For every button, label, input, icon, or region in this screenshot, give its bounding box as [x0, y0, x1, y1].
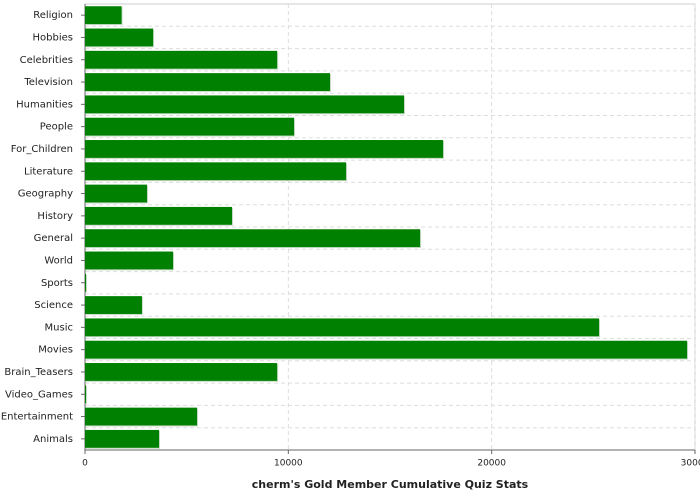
- bar: [85, 6, 122, 25]
- y-tick-label: History: [37, 211, 73, 222]
- y-tick-label: Brain_Teasers: [4, 367, 73, 378]
- bar: [85, 162, 347, 181]
- bar: [85, 296, 142, 314]
- y-tick-label: Entertainment: [1, 412, 73, 423]
- y-tick-label: People: [40, 122, 73, 133]
- y-tick-label: Religion: [33, 10, 73, 21]
- x-tick-label: 0: [82, 459, 88, 469]
- bar: [85, 117, 295, 136]
- y-tick-label: Celebrities: [20, 55, 73, 66]
- bar: [85, 95, 405, 114]
- chart-title: cherm's Gold Member Cumulative Quiz Stat…: [252, 478, 529, 491]
- bar-shadow: [86, 386, 88, 405]
- y-tick-label: Humanities: [16, 99, 73, 110]
- bar: [85, 318, 600, 337]
- y-tick-label: Video_Games: [5, 389, 73, 400]
- y-tick-label: Science: [34, 300, 73, 311]
- x-tick-label: 20000: [477, 459, 506, 469]
- y-tick-label: World: [44, 255, 73, 266]
- bar: [85, 229, 421, 248]
- x-tick-label: 30000: [681, 459, 700, 469]
- bar: [85, 28, 154, 47]
- y-tick-label: Music: [45, 322, 73, 333]
- bar: [85, 385, 87, 404]
- bar: [85, 273, 87, 292]
- y-tick-label: Television: [23, 77, 73, 88]
- bar: [85, 184, 148, 203]
- y-tick-label: Geography: [18, 189, 73, 200]
- bar: [85, 73, 331, 91]
- bar: [85, 50, 278, 69]
- bar-shadow: [86, 274, 88, 293]
- bar: [85, 429, 160, 448]
- bar: [85, 251, 174, 270]
- x-tick-label: 10000: [274, 459, 303, 469]
- y-tick-label: General: [34, 233, 73, 244]
- y-tick-label: Hobbies: [33, 32, 73, 43]
- bar: [85, 363, 278, 381]
- y-tick-label: Animals: [33, 434, 73, 445]
- y-tick-label: For_Children: [11, 144, 73, 155]
- bar: [85, 206, 233, 225]
- bar: [85, 340, 688, 359]
- y-tick-label: Literature: [24, 166, 73, 177]
- bar: [85, 407, 198, 426]
- y-tick-label: Sports: [41, 278, 73, 289]
- bar: [85, 140, 444, 158]
- y-tick-label: Movies: [38, 345, 73, 356]
